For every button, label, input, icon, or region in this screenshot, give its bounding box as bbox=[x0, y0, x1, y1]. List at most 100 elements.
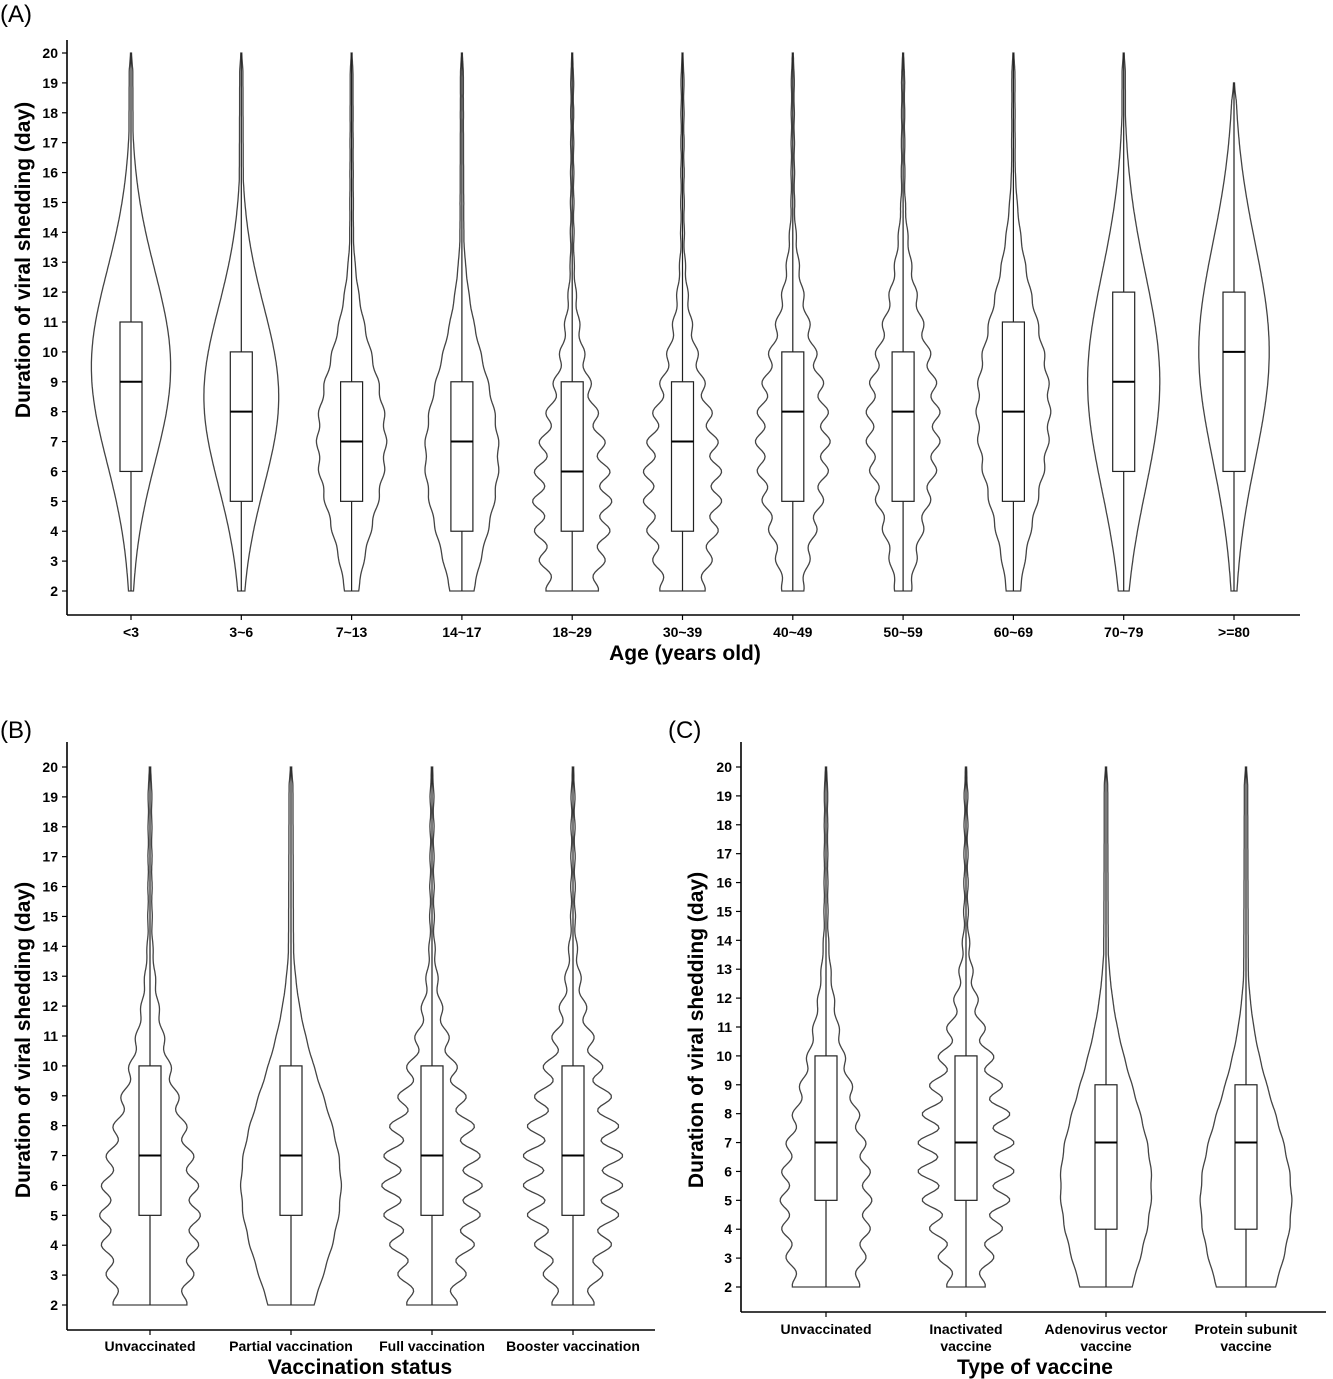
violin-group: 7~13 bbox=[315, 52, 388, 640]
iqr-box bbox=[1094, 1084, 1118, 1230]
x-tick-label-line: vaccine bbox=[1080, 1338, 1132, 1354]
panel-label: (B) bbox=[0, 717, 32, 744]
y-tick-label: 11 bbox=[717, 1019, 732, 1035]
y-tick-label: 20 bbox=[716, 759, 732, 775]
y-tick-label: 17 bbox=[42, 135, 58, 151]
y-tick-label: 4 bbox=[50, 523, 58, 539]
x-tick-label: 40~49 bbox=[773, 624, 813, 640]
x-tick-label-line: Full vaccination bbox=[379, 1338, 485, 1354]
x-tick-label: Adenovirus vector vaccine bbox=[1045, 1321, 1168, 1354]
y-tick-label: 7 bbox=[724, 1135, 732, 1151]
x-tick-label-line: 18~29 bbox=[553, 624, 593, 640]
x-tick-label: 3~6 bbox=[229, 624, 253, 640]
y-tick-label: 4 bbox=[724, 1221, 732, 1237]
y-tick-label: 6 bbox=[724, 1163, 732, 1179]
iqr-box bbox=[954, 1055, 978, 1201]
y-tick-label: 20 bbox=[42, 759, 58, 775]
y-tick-label: 5 bbox=[50, 493, 58, 509]
panel-2: (C) 2 3 4 5 6 7 8 9 10 11 12 13 14 15 16 17 18 19 20 Duratio… bbox=[668, 717, 1326, 1379]
iqr-box bbox=[279, 1065, 303, 1216]
violin-group: 40~49 bbox=[754, 52, 831, 640]
x-tick-label: Protein subunit vaccine bbox=[1195, 1321, 1298, 1354]
x-tick-label-line: 30~39 bbox=[663, 624, 703, 640]
violin-group: Adenovirus vector vaccine bbox=[1045, 766, 1168, 1354]
iqr-box bbox=[1234, 1084, 1258, 1230]
y-tick-label: 7 bbox=[50, 434, 58, 450]
y-tick-label: 18 bbox=[42, 819, 58, 835]
x-tick-label-line: 3~6 bbox=[229, 624, 253, 640]
y-tick-label: 9 bbox=[50, 1088, 58, 1104]
x-tick-label: Unvaccinated bbox=[104, 1338, 195, 1354]
x-tick-label: 50~59 bbox=[883, 624, 923, 640]
y-tick-label: 12 bbox=[42, 284, 58, 300]
iqr-box bbox=[891, 351, 915, 502]
x-tick-label-line: <3 bbox=[123, 624, 139, 640]
violin-group: 3~6 bbox=[203, 52, 280, 640]
violin-group: 60~69 bbox=[975, 52, 1052, 640]
y-tick-label: 2 bbox=[50, 583, 58, 599]
violin-group: Unvaccinated bbox=[779, 766, 873, 1337]
x-tick-label-line: Booster vaccination bbox=[506, 1338, 640, 1354]
y-tick-label: 8 bbox=[724, 1106, 732, 1122]
y-tick-label: 10 bbox=[42, 1058, 58, 1074]
x-tick-label-line: Adenovirus vector bbox=[1045, 1321, 1168, 1337]
x-tick-label: 70~79 bbox=[1104, 624, 1144, 640]
iqr-box bbox=[1222, 291, 1246, 473]
y-tick-label: 17 bbox=[42, 849, 58, 865]
x-tick-label: Partial vaccination bbox=[229, 1338, 353, 1354]
x-tick-label-line: 7~13 bbox=[336, 624, 368, 640]
violin-group: 50~59 bbox=[865, 52, 941, 640]
violin-group: 70~79 bbox=[1086, 52, 1161, 640]
x-tick-label: >=80 bbox=[1218, 624, 1250, 640]
y-tick-label: 10 bbox=[42, 344, 58, 360]
x-tick-label-line: Partial vaccination bbox=[229, 1338, 353, 1354]
y-tick-label: 13 bbox=[716, 961, 732, 977]
x-tick-label: <3 bbox=[123, 624, 139, 640]
violin-group: <3 bbox=[90, 52, 172, 640]
y-axis-title: Duration of viral shedding (day) bbox=[12, 882, 35, 1198]
y-tick-label: 9 bbox=[724, 1077, 732, 1093]
x-tick-label-line: 40~49 bbox=[773, 624, 813, 640]
x-tick-label: Unvaccinated bbox=[780, 1321, 871, 1337]
y-tick-label: 19 bbox=[42, 75, 58, 91]
y-axis-title: Duration of viral shedding (day) bbox=[12, 102, 35, 418]
x-tick-label: 60~69 bbox=[994, 624, 1034, 640]
y-tick-label: 7 bbox=[50, 1148, 58, 1164]
x-tick-label: 14~17 bbox=[442, 624, 482, 640]
y-tick-label: 16 bbox=[42, 879, 58, 895]
y-tick-label: 12 bbox=[716, 990, 732, 1006]
y-tick-label: 3 bbox=[50, 1267, 58, 1283]
y-tick-label: 2 bbox=[724, 1279, 732, 1295]
y-tick-label: 5 bbox=[50, 1207, 58, 1223]
y-tick-label: 5 bbox=[724, 1192, 732, 1208]
x-tick-label-line: >=80 bbox=[1218, 624, 1250, 640]
iqr-box bbox=[670, 381, 695, 532]
panel-label: (A) bbox=[0, 1, 32, 28]
y-tick-label: 15 bbox=[716, 903, 732, 919]
x-tick-label: 30~39 bbox=[663, 624, 703, 640]
violin-group: Unvaccinated bbox=[99, 766, 201, 1354]
violin-group: Protein subunit vaccine bbox=[1195, 766, 1298, 1354]
x-axis-title: Type of vaccine bbox=[957, 1356, 1113, 1379]
y-tick-label: 16 bbox=[42, 165, 58, 181]
y-tick-label: 11 bbox=[43, 1028, 58, 1044]
iqr-box bbox=[781, 351, 805, 502]
x-tick-label-line: Unvaccinated bbox=[780, 1321, 871, 1337]
y-tick-label: 14 bbox=[42, 224, 58, 240]
y-tick-label: 20 bbox=[42, 45, 58, 61]
y-tick-label: 18 bbox=[716, 817, 732, 833]
y-axis-title: Duration of viral shedding (day) bbox=[685, 872, 708, 1188]
x-tick-label-line: 50~59 bbox=[883, 624, 923, 640]
y-tick-label: 15 bbox=[42, 194, 58, 210]
y-tick-label: 14 bbox=[42, 938, 58, 954]
y-tick-label: 3 bbox=[724, 1250, 732, 1266]
iqr-box bbox=[561, 1065, 585, 1216]
y-tick-label: 18 bbox=[42, 105, 58, 121]
y-tick-label: 3 bbox=[50, 553, 58, 569]
x-tick-label-line: 60~69 bbox=[994, 624, 1034, 640]
violin-group: Full vaccination bbox=[379, 766, 485, 1354]
violin-group: >=80 bbox=[1198, 82, 1270, 640]
y-tick-label: 6 bbox=[50, 463, 58, 479]
y-tick-label: 13 bbox=[42, 254, 58, 270]
